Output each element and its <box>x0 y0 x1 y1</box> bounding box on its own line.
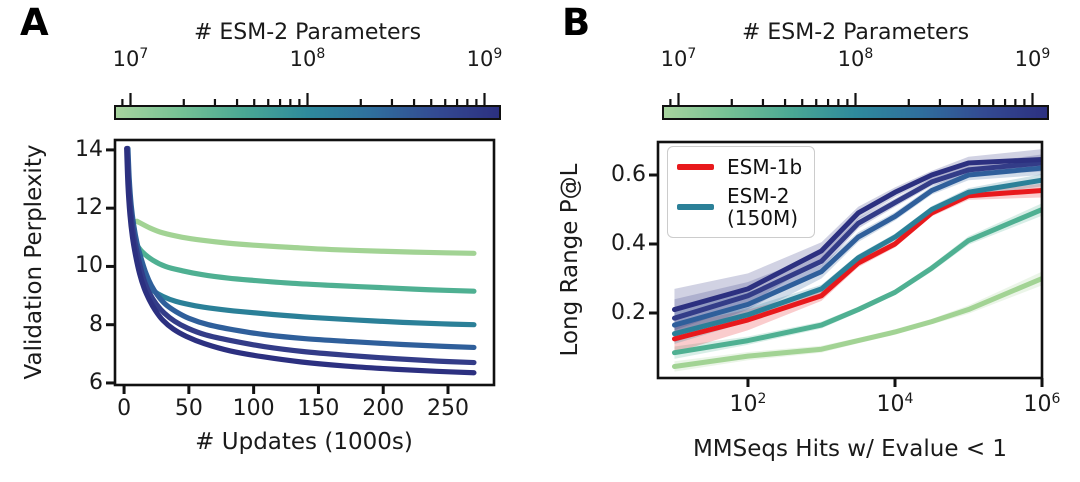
legend-item-esm1b: ESM-1b <box>677 156 802 178</box>
panel-a: A # ESM-2 Parameters 107 108 109 0 50 100 150… <box>20 1 503 455</box>
series-esm-2-15b <box>124 145 477 376</box>
panel-b: B # ESM-2 Parameters 107 108 109 102 104 106… <box>540 0 1080 482</box>
x-tick-label: 104 <box>876 391 914 417</box>
series-esm-2-650m <box>671 165 1042 328</box>
band-esm-2-3b <box>674 154 1042 338</box>
colorbar-tick-label: 108 <box>289 46 326 71</box>
x-tick-label: 102 <box>729 391 767 417</box>
legend: ESM-1b ESM-2 (150M) <box>667 146 816 238</box>
y-tick-label: 14 <box>75 136 103 162</box>
legend-swatch-esm2-150m <box>677 204 714 210</box>
y-tick-label: 0.4 <box>611 231 646 256</box>
legend-label-esm1b: ESM-1b <box>727 155 803 179</box>
series-esm-2-35m <box>671 207 1042 356</box>
x-tick-label: 100 <box>232 396 275 421</box>
series-esm-2-8m <box>671 276 1042 369</box>
series-esm-2-8m <box>134 218 477 256</box>
x-tick-label: 150 <box>297 396 340 421</box>
colorbar-tick-label: 107 <box>112 46 149 71</box>
chart-a-xlabel: # Updates (1000s) <box>195 429 413 455</box>
chart-b-canvas <box>649 93 1049 387</box>
panel-b-label: B <box>562 1 591 44</box>
panel-a-label: A <box>20 1 49 44</box>
colorbar-b-title: # ESM-2 Parameters <box>741 20 970 45</box>
y-tick-label: 10 <box>75 253 103 279</box>
x-tick-label: 106 <box>1023 391 1061 417</box>
y-tick-label: 12 <box>75 195 103 221</box>
series-esm-2-15b <box>671 156 1042 313</box>
y-tick-label: 8 <box>89 311 103 337</box>
legend-swatch-esm1b <box>677 164 714 170</box>
legend-item-esm2-150m: ESM-2 (150M) <box>677 185 802 229</box>
band-esm-2-35m <box>674 203 1042 359</box>
chart-a-canvas <box>106 93 501 394</box>
colorbar-tick-label: 107 <box>660 46 697 71</box>
series-esm-2-35m <box>131 239 477 294</box>
colorbar-b <box>662 93 1049 120</box>
x-tick-label: 250 <box>427 396 469 421</box>
axes-b <box>649 140 1044 387</box>
series-esm-2-150m- <box>671 177 1042 337</box>
chart-b-ylabel: Long Range P@L <box>557 163 583 357</box>
axes-a <box>106 138 496 394</box>
colorbar-a-title: # ESM-2 Parameters <box>193 20 422 45</box>
colorbar-tick-label: 109 <box>466 46 503 71</box>
series-esm-1b <box>671 188 1042 342</box>
series-esm-2-3b <box>671 160 1042 321</box>
y-tick-label: 0.6 <box>611 162 646 187</box>
plot-area-b <box>671 149 1042 372</box>
series-esm-2-150m <box>140 279 477 328</box>
plot-area-a <box>124 145 477 376</box>
y-tick-label: 6 <box>89 369 103 395</box>
y-tick-label: 0.2 <box>611 300 646 325</box>
x-tick-label: 200 <box>362 396 405 421</box>
legend-label-esm2-150m: ESM-2 (150M) <box>727 184 799 230</box>
colorbar-a <box>114 93 501 120</box>
x-tick-label: 50 <box>174 396 203 421</box>
colorbar-tick-label: 108 <box>837 46 874 71</box>
chart-a-ylabel: Validation Perplexity <box>21 144 47 380</box>
x-tick-label: 0 <box>117 396 132 421</box>
colorbar-tick-label: 109 <box>1014 46 1051 71</box>
chart-b-xlabel: MMSeqs Hits w/ Evalue < 1 <box>692 436 1008 462</box>
